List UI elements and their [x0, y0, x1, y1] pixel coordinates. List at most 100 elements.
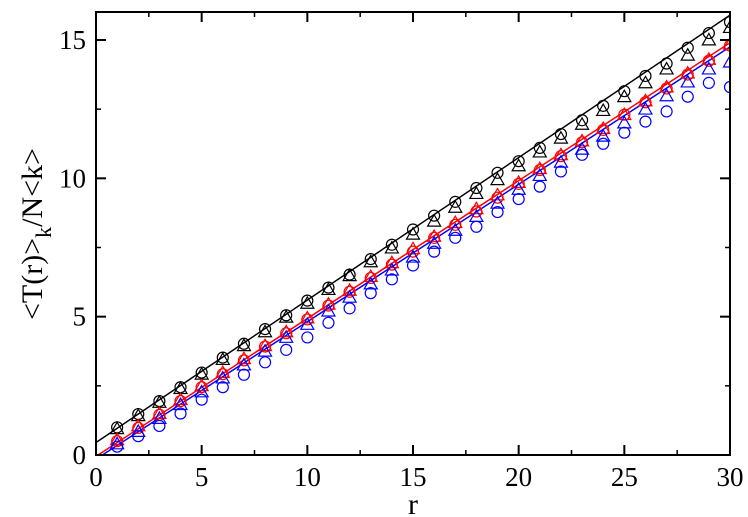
data-point-circle: [174, 394, 187, 408]
data-point-triangle: [447, 199, 463, 213]
data-point-triangle: [680, 65, 696, 79]
data-point-triangle: [701, 51, 717, 65]
data-point-triangle: [384, 255, 400, 269]
x-tick-label: 25: [611, 462, 638, 492]
data-point-triangle: [637, 75, 654, 89]
data-point-circle: [491, 205, 504, 219]
data-point-triangle: [426, 213, 442, 227]
data-point-triangle: [468, 208, 484, 222]
data-point-circle: [491, 166, 504, 179]
data-point-triangle: [511, 181, 527, 195]
data-point-circle: [385, 273, 398, 286]
data-point-triangle: [194, 378, 210, 392]
data-point-triangle: [363, 268, 379, 283]
data-point-triangle: [109, 436, 125, 450]
data-point-circle: [258, 356, 272, 369]
data-point-triangle: [236, 338, 252, 352]
data-point-triangle: [680, 47, 696, 61]
data-point-circle: [428, 245, 441, 258]
data-point-circle: [406, 223, 420, 236]
data-point-circle: [406, 259, 420, 272]
data-point-triangle: [511, 174, 527, 188]
data-point-circle: [723, 39, 730, 52]
data-point-triangle: [595, 102, 611, 117]
data-point-circle: [597, 99, 610, 112]
data-point-circle: [449, 231, 462, 244]
data-point-circle: [660, 105, 673, 118]
plot-area: [96, 14, 730, 455]
data-point-triangle: [637, 93, 654, 107]
data-point-circle: [364, 271, 377, 285]
data-point-triangle: [384, 240, 400, 254]
data-point-circle: [681, 68, 694, 81]
data-point-triangle: [320, 281, 337, 296]
data-point-triangle: [320, 296, 337, 310]
data-point-triangle: [278, 324, 294, 338]
data-point-triangle: [532, 160, 548, 175]
data-point-triangle: [574, 141, 590, 155]
data-point-circle: [660, 82, 673, 95]
data-point-circle: [618, 126, 631, 139]
axes: 0 5 10 15 20 25 30 0 5 10 15: [59, 12, 744, 492]
data-point-triangle: [680, 74, 696, 88]
data-point-triangle: [151, 410, 167, 424]
data-point-circle: [639, 96, 652, 109]
data-point-triangle: [257, 343, 273, 357]
data-point-triangle: [532, 167, 548, 182]
data-point-circle: [428, 209, 441, 222]
data-point-circle: [575, 114, 589, 127]
data-point-triangle: [215, 364, 231, 379]
data-point-triangle: [511, 158, 527, 172]
data-point-circle: [237, 368, 251, 381]
data-point-triangle: [278, 329, 294, 343]
data-point-circle: [216, 368, 229, 381]
data-point-triangle: [553, 154, 569, 168]
data-point-triangle: [151, 405, 167, 419]
y-tick-label: 10: [59, 163, 86, 193]
data-point-circle: [681, 90, 694, 103]
data-point-triangle: [257, 338, 273, 352]
data-point-circle: [174, 407, 187, 420]
data-point-circle: [322, 299, 335, 312]
data-point-circle: [385, 238, 398, 251]
data-point-circle: [258, 340, 272, 353]
y-axis-title-suffix: /N<k>: [16, 148, 49, 227]
data-point-triangle: [468, 201, 484, 215]
data-point-circle: [660, 57, 673, 70]
data-point-circle: [533, 141, 546, 154]
data-point-circle: [618, 85, 631, 98]
data-point-circle: [301, 294, 314, 307]
data-point-circle: [449, 195, 462, 208]
data-point-triangle: [701, 32, 717, 46]
y-axis-title-subscript: k: [31, 227, 56, 238]
data-point-circle: [364, 287, 377, 300]
data-point-circle: [575, 136, 589, 149]
data-point-triangle: [701, 61, 717, 75]
data-point-triangle: [363, 276, 379, 290]
data-point-circle: [195, 393, 208, 406]
data-point-triangle: [722, 54, 730, 68]
data-point-triangle: [553, 130, 569, 144]
data-point-triangle: [215, 351, 231, 366]
data-point-triangle: [489, 172, 506, 186]
data-point-circle: [301, 331, 314, 344]
data-point-triangle: [320, 303, 337, 317]
data-point-circle: [554, 127, 568, 141]
data-point-circle: [723, 80, 730, 94]
y-axis-title-main: <T(r)>: [16, 238, 49, 320]
y-axis-title: <T(r)>k/N<k>: [16, 148, 56, 320]
data-point-triangle: [299, 295, 315, 309]
data-point-triangle: [278, 309, 294, 323]
data-point-circle: [512, 155, 525, 168]
x-axis-title: r: [408, 488, 418, 517]
data-point-triangle: [109, 432, 125, 446]
x-tick-label: 5: [195, 462, 209, 492]
data-point-triangle: [595, 120, 611, 135]
data-point-triangle: [489, 187, 506, 201]
data-point-circle: [554, 165, 568, 178]
data-point-circle: [702, 26, 715, 40]
data-point-triangle: [447, 222, 463, 236]
data-point-triangle: [553, 147, 569, 161]
data-point-circle: [428, 231, 441, 244]
